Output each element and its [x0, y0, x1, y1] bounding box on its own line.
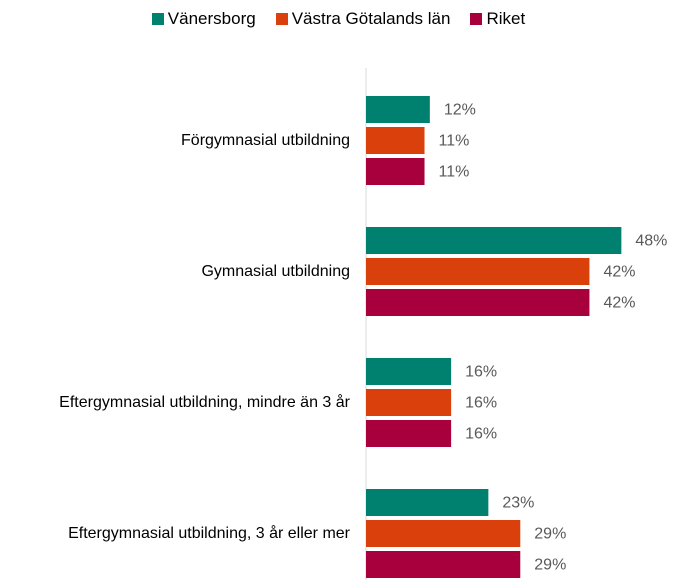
- bar: [366, 489, 489, 516]
- legend-swatch: [470, 13, 483, 25]
- value-label: 16%: [465, 395, 497, 412]
- category-text: Förgymnasial utbildning: [181, 131, 350, 149]
- legend-label: Västra Götalands län: [291, 9, 451, 28]
- bar: [366, 158, 425, 185]
- bar: [366, 127, 425, 154]
- bar: [366, 358, 452, 385]
- value-label: 48%: [635, 233, 667, 250]
- bar: [366, 420, 452, 447]
- value-label: 29%: [534, 557, 566, 574]
- bar: [366, 227, 622, 254]
- category-label: Eftergymnasial utbildning, 3 år eller me…: [68, 524, 350, 544]
- category-label: Förgymnasial utbildning: [181, 131, 350, 151]
- value-label: 42%: [603, 264, 635, 281]
- category-label: Gymnasial utbildning: [201, 262, 350, 282]
- bar: [366, 551, 521, 578]
- category-text: Eftergymnasial utbildning, 3 år eller me…: [68, 524, 350, 542]
- bar: [366, 520, 521, 547]
- value-label: 16%: [465, 364, 497, 381]
- category-text: Eftergymnasial utbildning, mindre än 3 å…: [59, 393, 350, 411]
- legend-label: Riket: [486, 9, 526, 28]
- category-label: Eftergymnasial utbildning, mindre än 3 å…: [59, 393, 350, 413]
- legend-item: Vänersborg: [151, 9, 256, 29]
- category-text: Gymnasial utbildning: [201, 262, 350, 280]
- bar: [366, 289, 590, 316]
- bar: [366, 389, 452, 416]
- legend-swatch: [151, 13, 164, 25]
- legend-label: Vänersborg: [167, 9, 256, 28]
- value-label: 42%: [603, 295, 635, 312]
- legend-item: Västra Götalands län: [275, 9, 451, 29]
- bar: [366, 96, 430, 123]
- legend-swatch: [275, 13, 288, 25]
- value-label: 16%: [465, 426, 497, 443]
- value-label: 23%: [502, 495, 534, 512]
- value-label: 11%: [439, 133, 470, 150]
- legend-item: Riket: [470, 9, 525, 29]
- bar: [366, 258, 590, 285]
- value-label: 29%: [534, 526, 566, 543]
- legend: Vänersborg Västra Götalands län Riket: [0, 9, 677, 29]
- value-label: 11%: [439, 164, 470, 181]
- value-label: 12%: [444, 102, 476, 119]
